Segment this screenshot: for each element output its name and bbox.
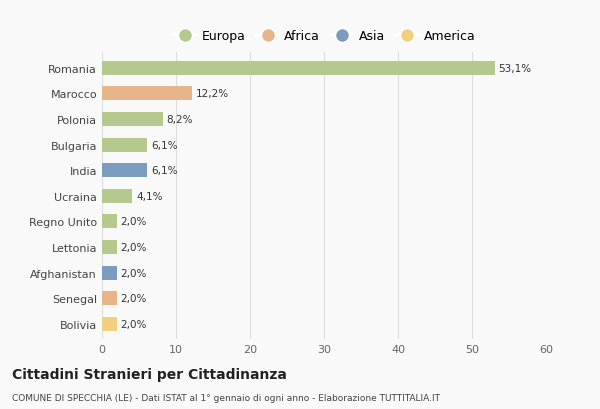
Bar bbox=[102, 266, 117, 280]
Text: 2,0%: 2,0% bbox=[121, 217, 147, 227]
Text: 12,2%: 12,2% bbox=[196, 89, 229, 99]
Bar bbox=[102, 87, 192, 101]
Legend: Europa, Africa, Asia, America: Europa, Africa, Asia, America bbox=[167, 25, 481, 48]
Bar bbox=[102, 164, 147, 178]
Text: 2,0%: 2,0% bbox=[121, 243, 147, 252]
Bar bbox=[102, 317, 117, 331]
Text: 6,1%: 6,1% bbox=[151, 166, 178, 176]
Text: Cittadini Stranieri per Cittadinanza: Cittadini Stranieri per Cittadinanza bbox=[12, 367, 287, 381]
Text: 53,1%: 53,1% bbox=[499, 63, 532, 74]
Bar bbox=[102, 112, 163, 127]
Text: 6,1%: 6,1% bbox=[151, 140, 178, 150]
Bar bbox=[102, 292, 117, 306]
Bar bbox=[102, 138, 147, 152]
Text: 4,1%: 4,1% bbox=[136, 191, 163, 201]
Text: 2,0%: 2,0% bbox=[121, 319, 147, 329]
Bar bbox=[102, 61, 495, 76]
Text: 2,0%: 2,0% bbox=[121, 268, 147, 278]
Text: 2,0%: 2,0% bbox=[121, 294, 147, 303]
Bar bbox=[102, 215, 117, 229]
Bar bbox=[102, 240, 117, 254]
Text: COMUNE DI SPECCHIA (LE) - Dati ISTAT al 1° gennaio di ogni anno - Elaborazione T: COMUNE DI SPECCHIA (LE) - Dati ISTAT al … bbox=[12, 393, 440, 402]
Bar bbox=[102, 189, 133, 203]
Text: 8,2%: 8,2% bbox=[166, 115, 193, 125]
